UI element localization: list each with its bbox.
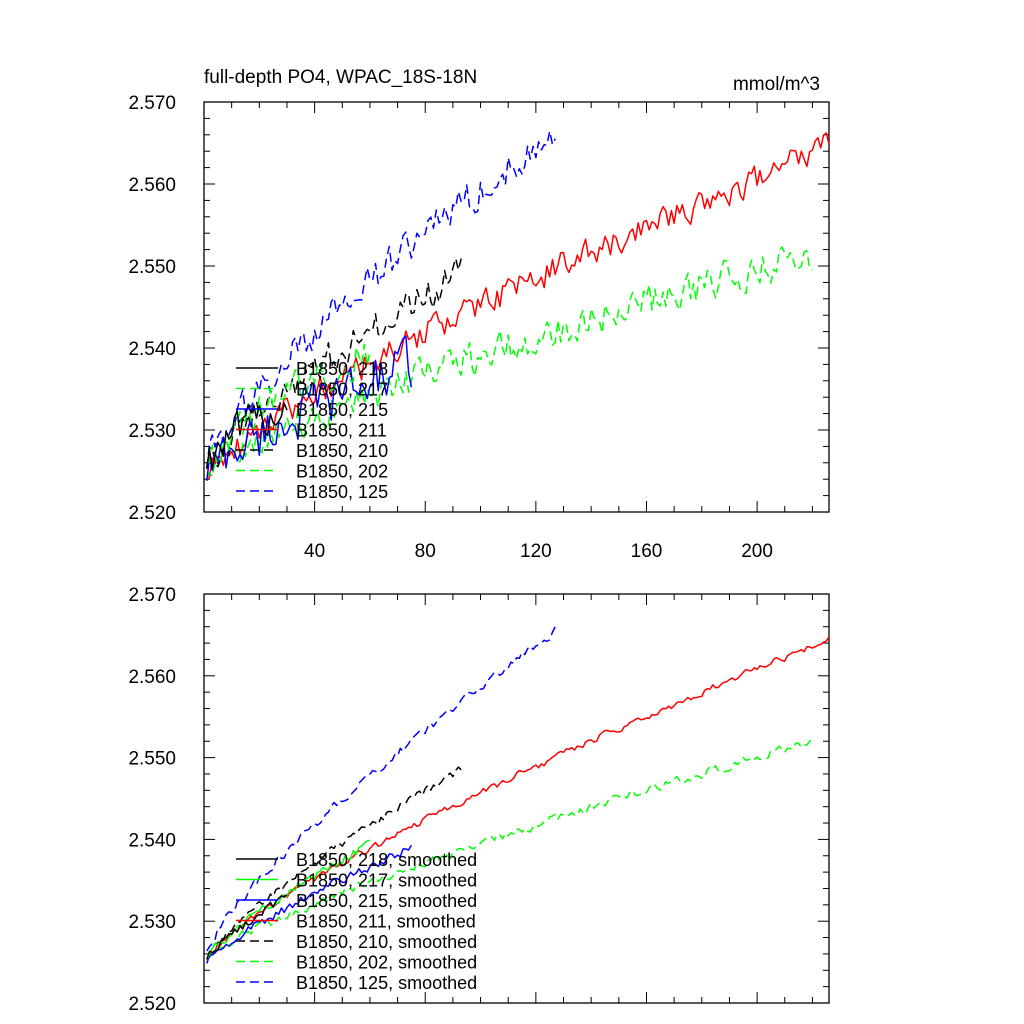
- series-line: [206, 844, 413, 964]
- chart-title: full-depth PO4, WPAC_18S-18N: [204, 67, 477, 88]
- raw-panel: 2.520 2.530 2.540 2.550 2.560 2.570 40 80 120 160…: [128, 93, 830, 562]
- y-tick-label: 2.550: [128, 749, 176, 770]
- x-tick-label: 160: [631, 541, 663, 562]
- x-tick-label: 120: [520, 541, 552, 562]
- legend-label: B1850, 215: [296, 400, 388, 420]
- series-line: [206, 894, 288, 960]
- legend-label: B1850, 211, smoothed: [296, 912, 476, 932]
- legend-label: B1850, 217, smoothed: [296, 871, 477, 891]
- series-line: [206, 636, 830, 960]
- legend-label: B1850, 218, smoothed: [296, 850, 477, 870]
- series-line: [206, 402, 288, 469]
- x-tick-label: 40: [304, 541, 325, 562]
- series-line: [206, 246, 813, 478]
- legend-label: B1850, 217: [296, 380, 388, 400]
- series-line: [206, 132, 830, 481]
- series-line: [206, 257, 462, 469]
- y-tick-label: 2.540: [128, 339, 176, 360]
- x-tick-label: 80: [415, 541, 436, 562]
- plot-frame: [203, 593, 830, 1004]
- series-line: [206, 626, 556, 952]
- legend-label: B1850, 202: [296, 462, 388, 482]
- plot-frame: [203, 101, 830, 513]
- legend-label: B1850, 218: [296, 359, 388, 379]
- smoothed-panel: 2.520 2.530 2.540 2.550 2.560 2.570 B1850, 218…: [128, 585, 830, 1015]
- legend-label: B1850, 125, smoothed: [296, 973, 477, 993]
- y-tick-label: 2.530: [128, 421, 176, 442]
- y-tick-label: 2.540: [128, 830, 176, 851]
- legend-label: B1850, 211: [296, 421, 387, 441]
- y-tick-label: 2.520: [128, 503, 176, 524]
- y-tick-label: 2.520: [128, 994, 176, 1015]
- y-tick-label: 2.530: [128, 912, 176, 933]
- legend-label: B1850, 125: [296, 482, 388, 502]
- y-tick-label: 2.570: [128, 585, 176, 606]
- series-line: [206, 335, 413, 481]
- series-line: [206, 766, 462, 960]
- legend-label: B1850, 210, smoothed: [296, 932, 477, 952]
- y-tick-label: 2.560: [128, 175, 176, 196]
- x-tick-label: 200: [741, 541, 773, 562]
- series-line: [206, 130, 556, 469]
- y-tick-label: 2.550: [128, 257, 176, 278]
- y-tick-label: 2.570: [128, 93, 176, 114]
- legend-label: B1850, 202, smoothed: [296, 953, 477, 973]
- legend-label: B1850, 210: [296, 441, 388, 461]
- series-line: [206, 738, 813, 960]
- units-label: mmol/m^3: [733, 74, 820, 95]
- legend-label: B1850, 215, smoothed: [296, 891, 477, 911]
- y-tick-label: 2.560: [128, 667, 176, 688]
